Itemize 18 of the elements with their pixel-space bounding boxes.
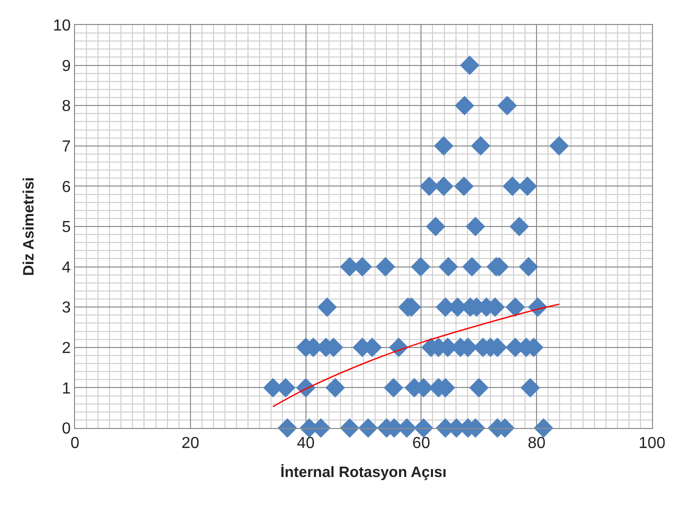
y-tick-label: 0 [62,420,71,438]
y-tick-label: 6 [62,178,71,196]
x-tick-label: 80 [528,435,546,452]
y-tick-label: 4 [62,259,71,276]
y-tick-label: 5 [62,219,71,236]
x-tick-label: 20 [182,435,200,452]
y-tick-label: 2 [62,340,71,357]
x-tick-label: 60 [412,435,430,452]
x-tick-label: 40 [296,435,315,452]
y-tick-label: 10 [53,18,71,35]
y-tick-label: 1 [62,380,71,398]
y-tick-label: 7 [62,138,71,156]
y-tick-label: 9 [62,58,71,75]
y-tick-label: 8 [62,98,71,116]
y-tick-label: 3 [62,300,71,317]
y-axis-title: Diz Asimetrisi [20,177,38,276]
x-tick-label: 100 [638,435,666,452]
x-axis-title: İnternal Rotasyon Açısı [280,464,447,482]
